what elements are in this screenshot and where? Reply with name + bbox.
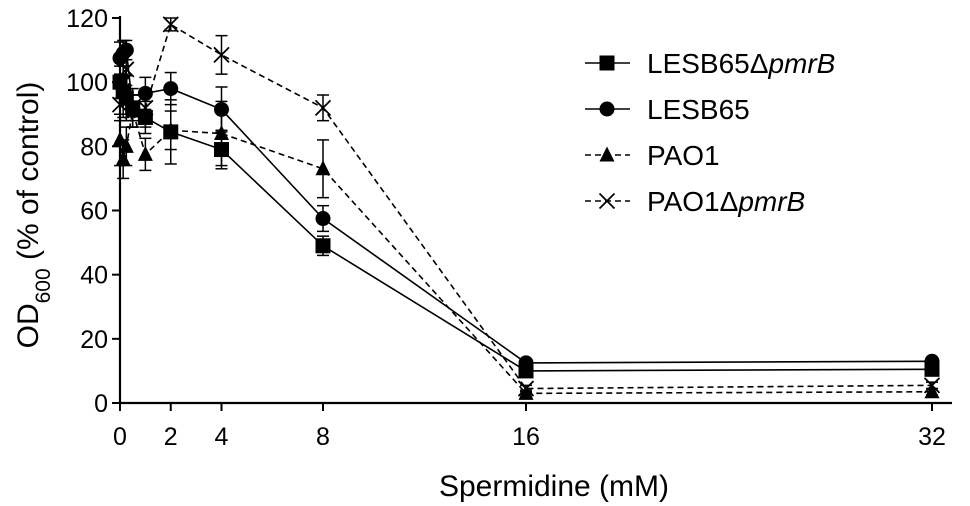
data-point bbox=[923, 377, 941, 394]
data-point bbox=[315, 211, 331, 227]
data-point bbox=[118, 61, 135, 78]
series-1 bbox=[112, 39, 940, 371]
data-point bbox=[314, 99, 332, 116]
marker-stroke bbox=[517, 380, 535, 397]
legend-label: PAO1 bbox=[647, 140, 720, 171]
data-point bbox=[163, 121, 179, 137]
legend-entry-2: PAO1 bbox=[585, 140, 720, 171]
marker-stroke bbox=[124, 102, 141, 120]
legend-entry-3: PAO1ΔpmrB bbox=[585, 186, 805, 217]
marker-stroke bbox=[213, 46, 230, 64]
marker-stroke bbox=[598, 192, 616, 210]
data-point bbox=[163, 81, 179, 97]
legend-entry-1: LESB65 bbox=[585, 94, 750, 125]
y-axis-title: OD600 (% of control) bbox=[12, 82, 55, 349]
marker-stroke bbox=[162, 16, 179, 33]
data-point bbox=[213, 46, 230, 64]
series-0 bbox=[112, 65, 940, 379]
y-tick-label: 80 bbox=[80, 133, 108, 161]
legend-label: LESB65ΔpmrB bbox=[647, 48, 835, 79]
marker-stroke bbox=[118, 61, 135, 78]
marker-stroke bbox=[111, 96, 129, 113]
data-point bbox=[924, 353, 940, 369]
data-point bbox=[518, 355, 534, 371]
data-point bbox=[111, 96, 129, 113]
legend-marker bbox=[599, 101, 615, 117]
data-point bbox=[115, 150, 131, 166]
x-tick-label: 8 bbox=[316, 423, 330, 451]
marker-stroke bbox=[115, 74, 132, 91]
y-tick-label: 20 bbox=[80, 326, 108, 354]
axes: 0 20 40 60 80 100 120 0 2 4 8 16 32 bbox=[66, 5, 952, 451]
y-tick-label: 100 bbox=[66, 69, 108, 97]
series-line bbox=[119, 81, 933, 372]
series-line bbox=[119, 23, 933, 390]
y-tick-label: 120 bbox=[66, 5, 108, 33]
legend-entry-0: LESB65ΔpmrB bbox=[585, 48, 835, 79]
series-2 bbox=[112, 94, 940, 400]
marker-stroke bbox=[923, 377, 941, 394]
data-point bbox=[137, 145, 153, 161]
marker-stroke bbox=[314, 99, 332, 116]
x-axis-title: Spermidine (mM) bbox=[439, 470, 669, 503]
y-axis-title-main: OD bbox=[12, 303, 45, 348]
legend-marker bbox=[599, 146, 615, 162]
x-tick-label: 32 bbox=[918, 423, 946, 451]
x-tick-label: 16 bbox=[512, 423, 540, 451]
y-tick-label: 60 bbox=[80, 198, 108, 226]
data-point bbox=[214, 125, 229, 140]
y-tick-label: 0 bbox=[94, 390, 108, 418]
data-point bbox=[112, 131, 128, 147]
data-point bbox=[118, 137, 134, 153]
data-point bbox=[137, 99, 154, 116]
legend-marker bbox=[598, 192, 616, 210]
data-point bbox=[315, 238, 331, 254]
data-point bbox=[517, 380, 535, 397]
series-line bbox=[119, 110, 933, 395]
data-point bbox=[162, 16, 179, 33]
series-line bbox=[119, 48, 933, 364]
x-tick-label: 4 bbox=[215, 423, 229, 451]
legend: LESB65ΔpmrB LESB65 PAO1 PAO1ΔpmrB bbox=[585, 48, 835, 217]
y-axis-title-rest: (% of control) bbox=[12, 82, 45, 269]
legend-marker bbox=[599, 55, 615, 71]
x-tick-label: 2 bbox=[164, 423, 178, 451]
legend-label: PAO1ΔpmrB bbox=[647, 186, 805, 217]
legend-label: LESB65 bbox=[647, 94, 750, 125]
x-tick-label: 0 bbox=[113, 423, 127, 451]
y-tick-label: 40 bbox=[80, 262, 108, 290]
data-point bbox=[124, 102, 141, 120]
data-point bbox=[315, 160, 331, 176]
marker-stroke bbox=[137, 99, 154, 116]
data-point bbox=[924, 383, 940, 399]
series-layer bbox=[111, 16, 941, 400]
y-axis-title-subscript: 600 bbox=[32, 268, 55, 303]
series-3 bbox=[111, 16, 941, 397]
data-point bbox=[115, 74, 132, 91]
